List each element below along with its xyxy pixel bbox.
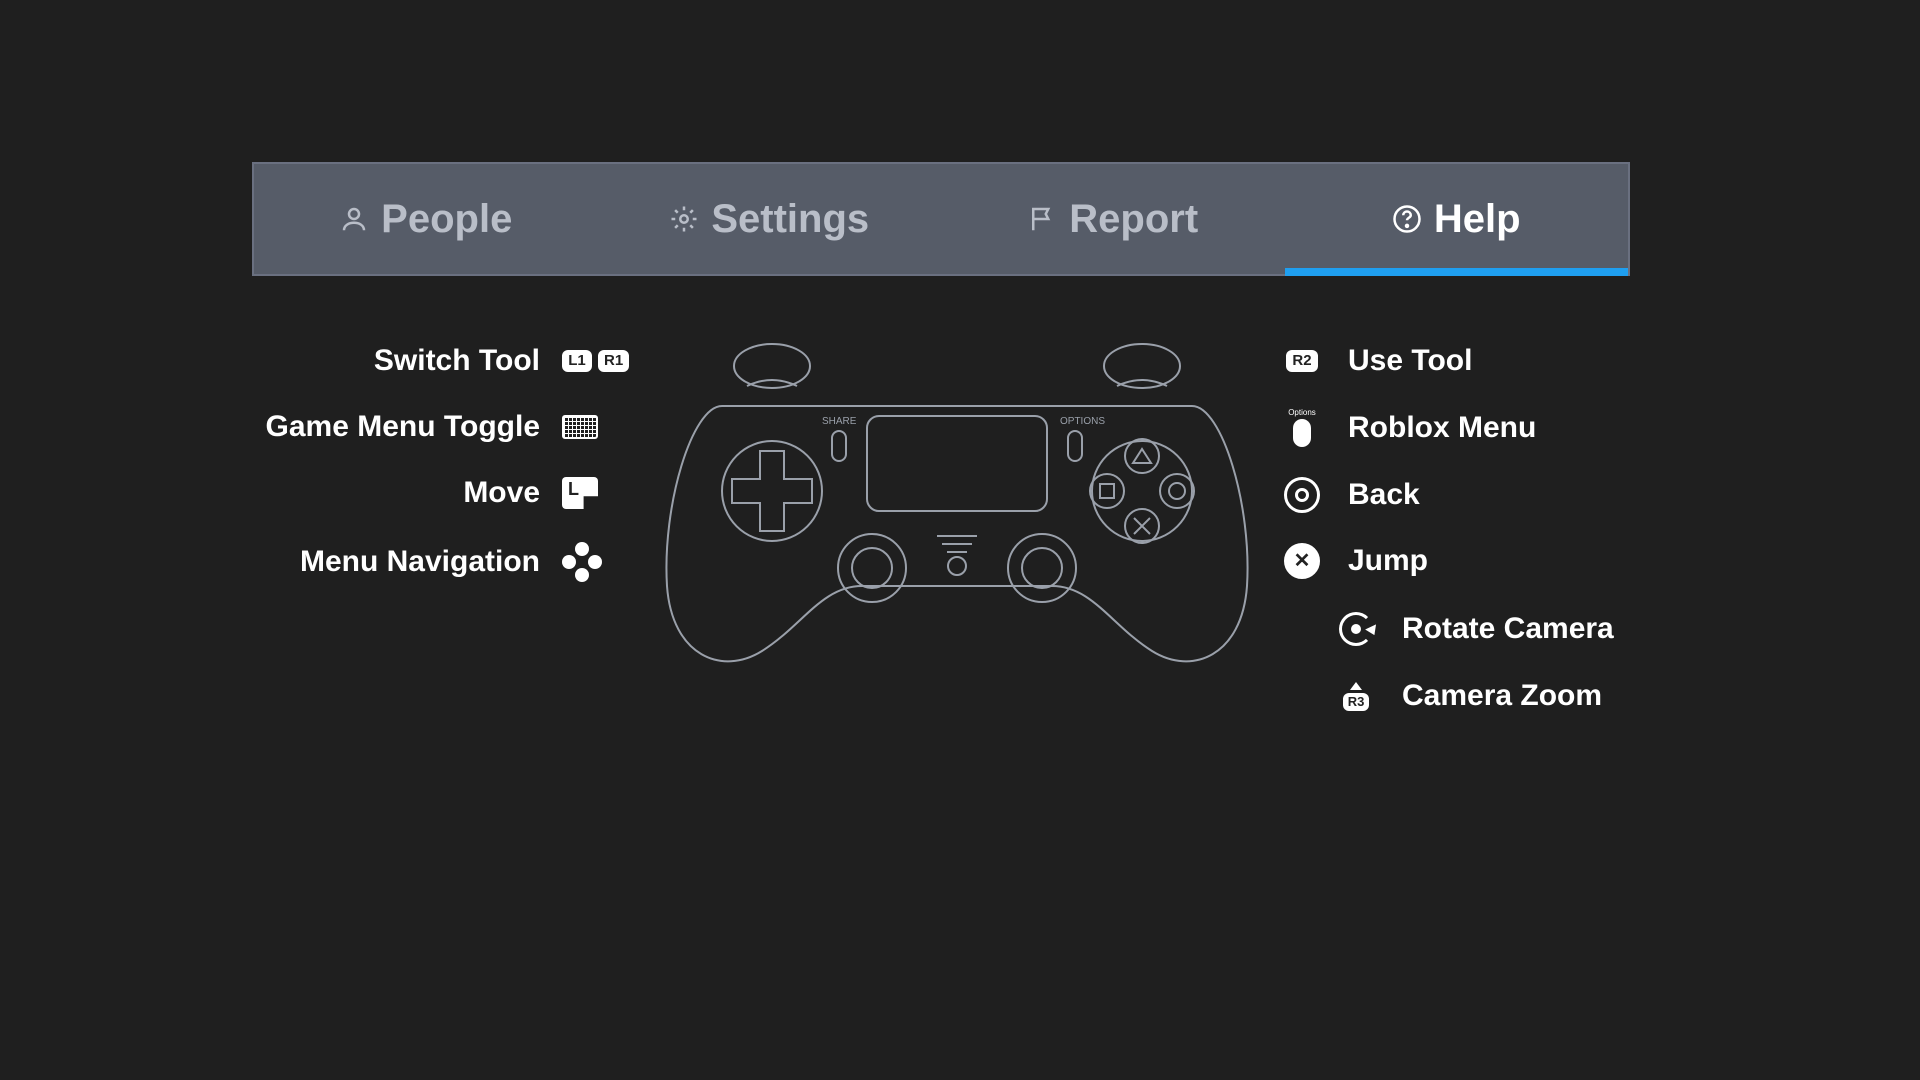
binding-label: Camera Zoom: [1402, 679, 1602, 713]
tab-settings[interactable]: Settings: [598, 164, 942, 274]
r2-keycap: R2: [1286, 350, 1317, 372]
binding-label: Switch Tool: [374, 344, 540, 378]
touchpad-grid-icon: [562, 415, 598, 439]
flag-icon: [1027, 204, 1057, 234]
binding-label: Back: [1348, 478, 1420, 512]
r3-keycap: R3: [1343, 693, 1370, 711]
tab-bar: People Settings Report Help: [252, 162, 1630, 276]
binding-back: Back: [1280, 477, 1614, 513]
binding-menu-navigation: Menu Navigation: [252, 542, 632, 582]
dualshock4-outline-icon: SHARE OPTIONS: [652, 336, 1262, 676]
binding-label: Move: [463, 476, 540, 510]
tab-people[interactable]: People: [254, 164, 598, 274]
l1-r1-keycaps: L1 R1: [562, 350, 632, 372]
binding-label: Use Tool: [1348, 344, 1472, 378]
r3-zoom-icon: R3: [1343, 682, 1370, 711]
question-icon: [1392, 204, 1422, 234]
menu-panel: People Settings Report Help Switch Tool …: [252, 162, 1630, 856]
binding-camera-zoom: R3 Camera Zoom: [1334, 679, 1614, 713]
cross-button-icon: ✕: [1284, 543, 1320, 579]
person-icon: [339, 204, 369, 234]
dpad-icon: [562, 542, 602, 582]
binding-switch-tool: Switch Tool L1 R1: [252, 344, 632, 378]
gear-icon: [669, 204, 699, 234]
left-bindings-column: Switch Tool L1 R1 Game Menu Toggle Move …: [252, 344, 632, 582]
circle-button-icon: [1284, 477, 1320, 513]
binding-jump: ✕ Jump: [1280, 543, 1614, 579]
options-caption: Options: [1288, 408, 1316, 417]
tab-label: Settings: [711, 197, 869, 242]
tab-label: Report: [1069, 197, 1198, 242]
binding-label: Roblox Menu: [1348, 411, 1536, 445]
binding-game-menu-toggle: Game Menu Toggle: [252, 410, 632, 444]
tab-label: Help: [1434, 197, 1521, 242]
controller-diagram: SHARE OPTIONS: [652, 336, 1262, 676]
binding-label: Menu Navigation: [300, 545, 540, 579]
binding-rotate-camera: Rotate Camera: [1334, 609, 1614, 649]
tab-help[interactable]: Help: [1285, 164, 1629, 274]
binding-roblox-menu: Options Roblox Menu: [1280, 408, 1614, 447]
binding-move: Move: [252, 476, 632, 510]
l1-keycap: L1: [562, 350, 592, 372]
binding-label: Rotate Camera: [1402, 612, 1614, 646]
r1-keycap: R1: [598, 350, 629, 372]
options-button-icon: Options: [1288, 408, 1316, 447]
binding-use-tool: R2 Use Tool: [1280, 344, 1614, 378]
tab-label: People: [381, 197, 512, 242]
right-bindings-column: R2 Use Tool Options Roblox Menu Back ✕ J…: [1280, 344, 1614, 713]
help-content: Switch Tool L1 R1 Game Menu Toggle Move …: [252, 336, 1630, 856]
rotate-camera-icon: [1336, 609, 1376, 649]
binding-label: Game Menu Toggle: [266, 410, 540, 444]
options-label: OPTIONS: [1060, 416, 1105, 427]
left-stick-icon: [562, 477, 598, 509]
binding-label: Jump: [1348, 544, 1428, 578]
tab-report[interactable]: Report: [941, 164, 1285, 274]
share-label: SHARE: [822, 416, 857, 427]
